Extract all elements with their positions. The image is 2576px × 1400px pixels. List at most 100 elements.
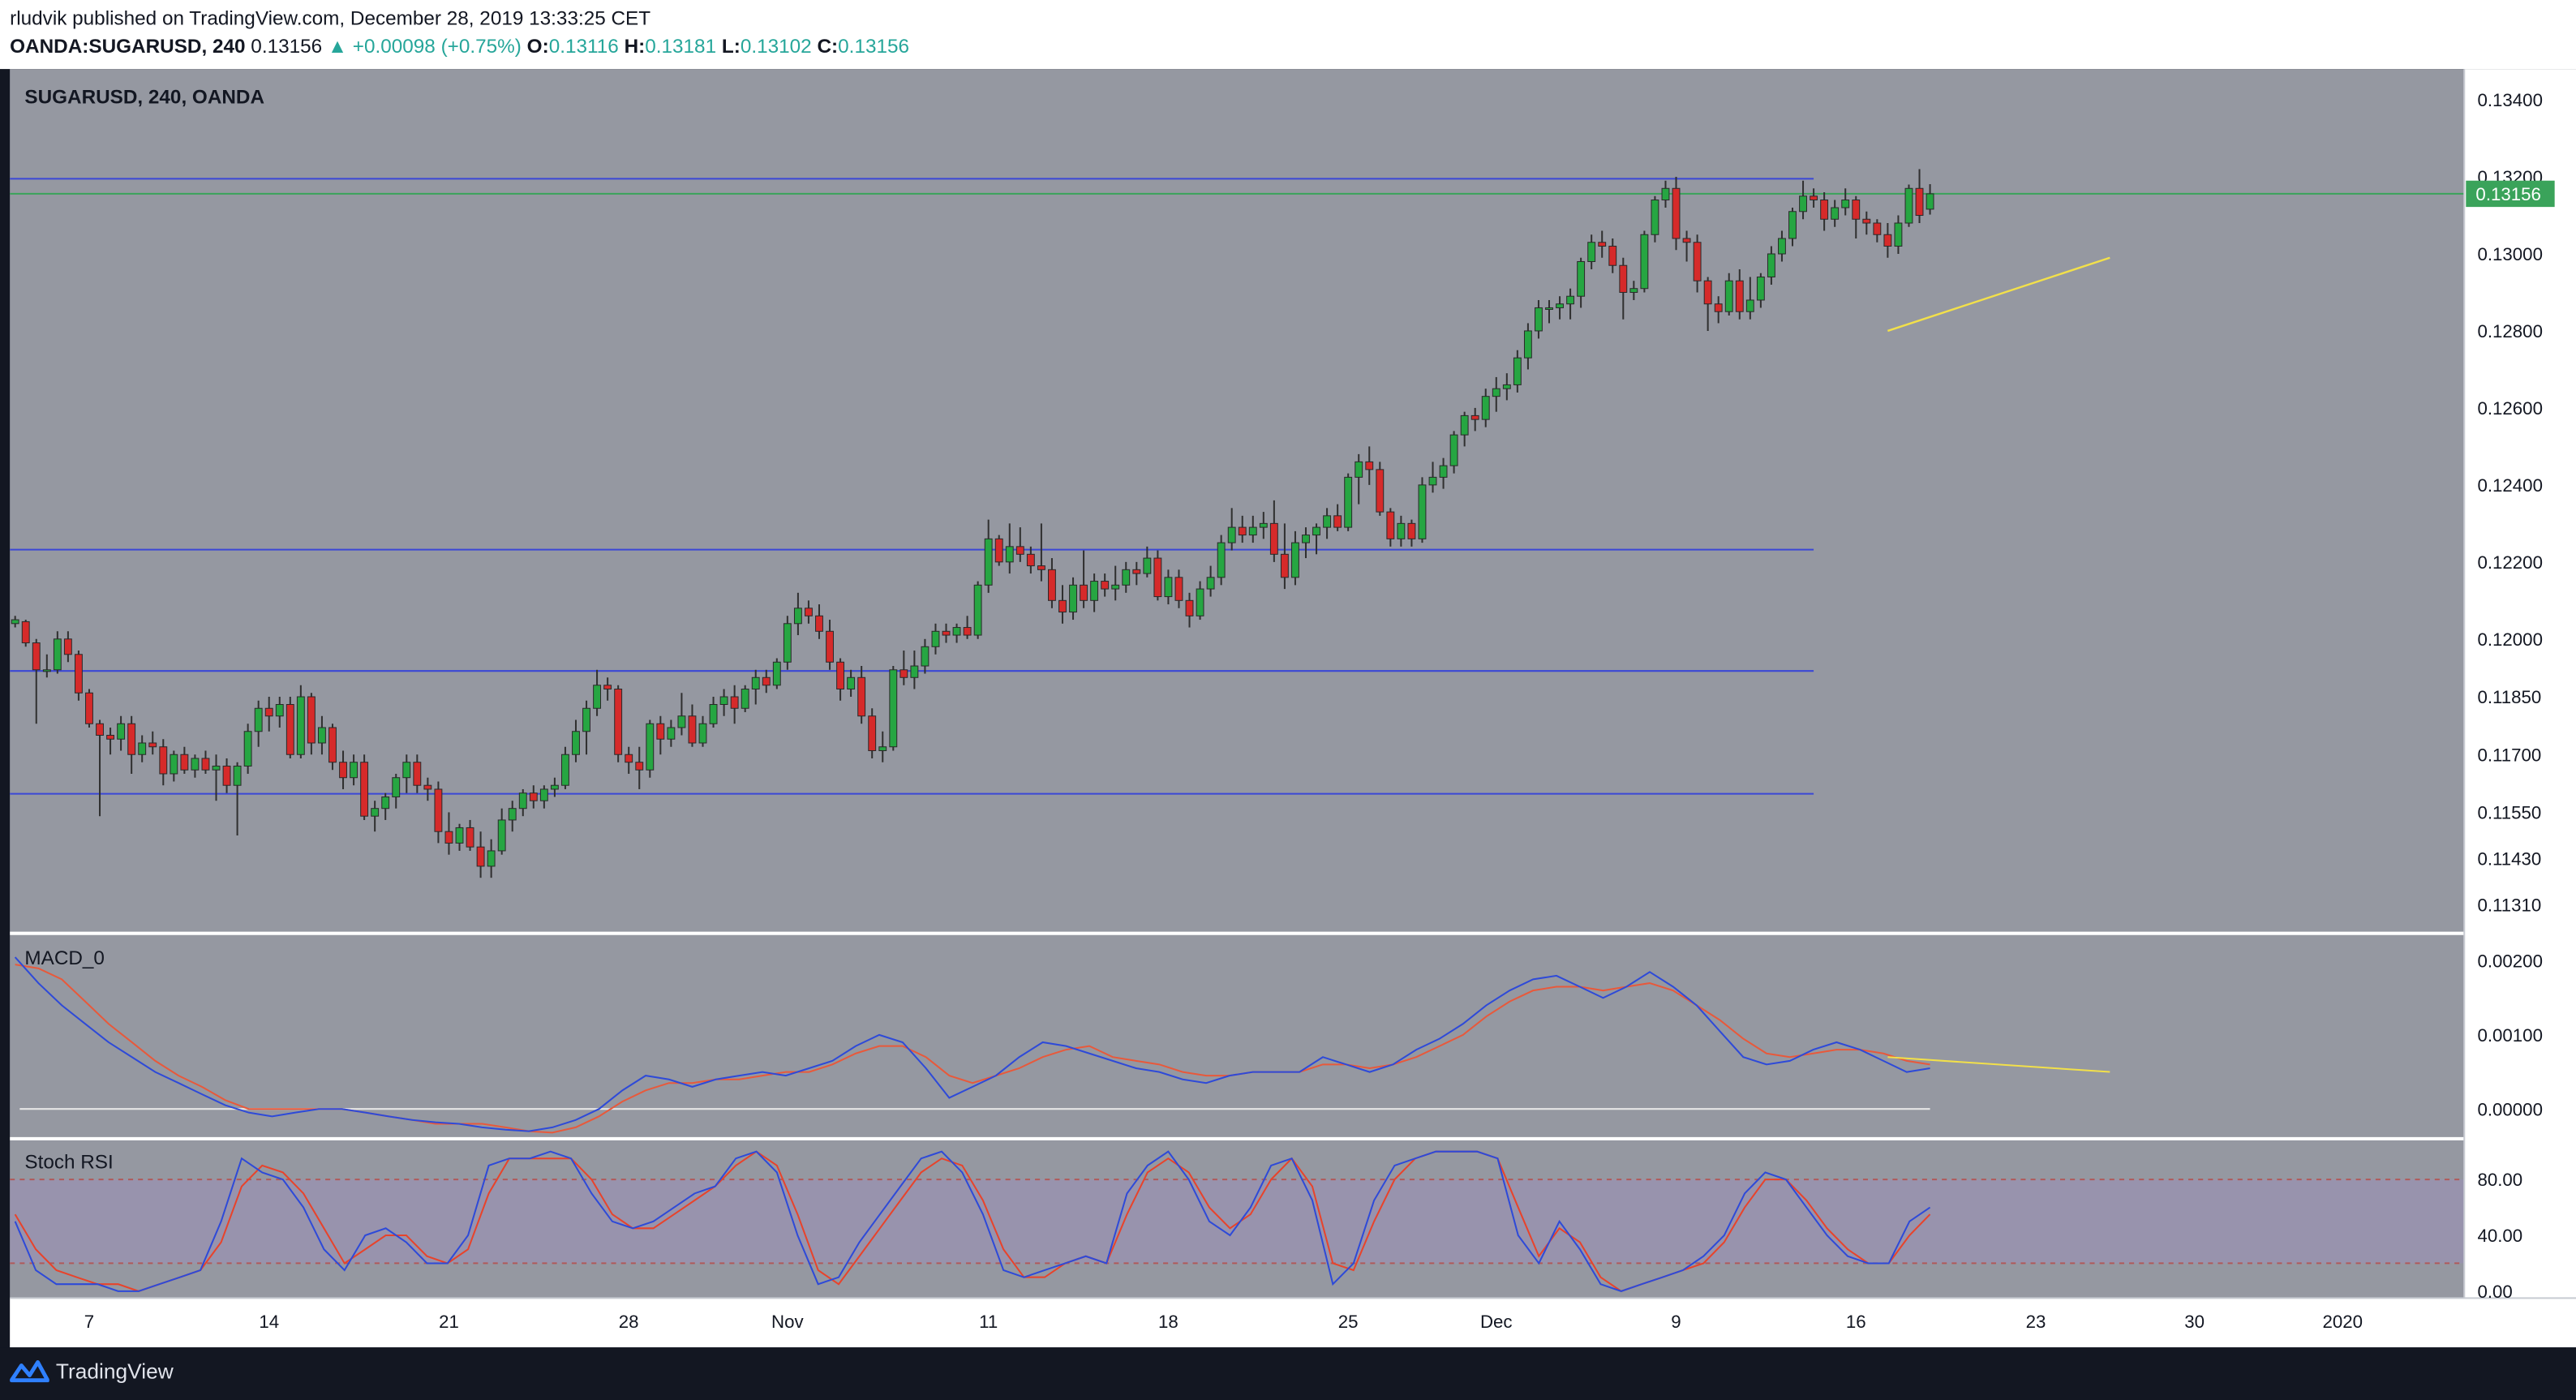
candle[interactable] xyxy=(614,689,623,755)
candle[interactable] xyxy=(719,696,728,706)
candle[interactable] xyxy=(170,754,178,775)
candle[interactable] xyxy=(603,685,612,690)
candle[interactable] xyxy=(889,669,898,748)
candle[interactable] xyxy=(148,742,157,748)
candle[interactable] xyxy=(21,621,30,644)
candle[interactable] xyxy=(1407,522,1416,539)
candle[interactable] xyxy=(826,630,834,663)
candle[interactable] xyxy=(1535,307,1543,332)
candle[interactable] xyxy=(730,696,739,709)
candle[interactable] xyxy=(254,707,263,732)
candle[interactable] xyxy=(1026,553,1035,567)
candle[interactable] xyxy=(1873,222,1882,235)
candle[interactable] xyxy=(159,746,168,775)
candle[interactable] xyxy=(296,696,305,755)
candle[interactable] xyxy=(1058,599,1067,613)
candle[interactable] xyxy=(117,723,126,740)
candle[interactable] xyxy=(1556,303,1564,308)
candle[interactable] xyxy=(371,808,380,817)
candle[interactable] xyxy=(973,584,982,636)
candle[interactable] xyxy=(233,765,242,786)
candle[interactable] xyxy=(994,538,1003,563)
candle[interactable] xyxy=(212,765,221,771)
candle[interactable] xyxy=(138,742,147,755)
candle[interactable] xyxy=(1735,280,1744,312)
candle[interactable] xyxy=(625,754,633,763)
candle[interactable] xyxy=(1778,238,1786,255)
candle[interactable] xyxy=(328,727,337,763)
candle[interactable] xyxy=(1090,581,1099,601)
candle[interactable] xyxy=(1831,207,1840,220)
candle[interactable] xyxy=(1756,276,1765,301)
candle[interactable] xyxy=(1894,222,1903,247)
candle[interactable] xyxy=(529,792,538,801)
candle[interactable] xyxy=(1852,200,1861,220)
candle[interactable] xyxy=(1587,242,1596,262)
candle[interactable] xyxy=(550,784,559,790)
candle[interactable] xyxy=(96,723,104,736)
candle[interactable] xyxy=(264,707,273,717)
candle[interactable] xyxy=(582,707,590,732)
candle[interactable] xyxy=(1174,577,1183,601)
candle[interactable] xyxy=(921,646,930,667)
candle[interactable] xyxy=(508,808,517,821)
candle[interactable] xyxy=(1333,515,1342,528)
candle[interactable] xyxy=(1523,330,1532,359)
candle[interactable] xyxy=(1492,388,1501,397)
candle[interactable] xyxy=(1577,260,1586,297)
candle[interactable] xyxy=(805,608,813,616)
candle[interactable] xyxy=(1344,476,1353,528)
candle[interactable] xyxy=(868,715,877,751)
candle[interactable] xyxy=(518,792,527,810)
candle[interactable] xyxy=(815,615,823,632)
candle[interactable] xyxy=(1206,577,1215,590)
candle[interactable] xyxy=(1566,295,1575,305)
candle[interactable] xyxy=(572,731,580,755)
candle[interactable] xyxy=(1365,461,1374,470)
candle[interactable] xyxy=(1470,414,1479,420)
candle[interactable] xyxy=(1862,218,1871,224)
candle[interactable] xyxy=(1745,299,1754,312)
candle[interactable] xyxy=(1302,535,1310,543)
candle[interactable] xyxy=(1238,526,1247,536)
candle[interactable] xyxy=(1269,522,1278,555)
candle[interactable] xyxy=(910,665,919,678)
candle[interactable] xyxy=(1820,200,1829,220)
candle[interactable] xyxy=(455,827,464,844)
candle[interactable] xyxy=(1502,384,1511,389)
candle[interactable] xyxy=(1481,396,1490,420)
candle[interactable] xyxy=(1015,546,1024,555)
candle[interactable] xyxy=(1651,200,1659,235)
candle[interactable] xyxy=(180,754,189,771)
candle[interactable] xyxy=(1926,193,1934,210)
candle[interactable] xyxy=(1767,253,1775,277)
candle[interactable] xyxy=(1439,465,1448,478)
candle[interactable] xyxy=(899,669,908,678)
candle[interactable] xyxy=(635,762,644,771)
candle[interactable] xyxy=(1672,187,1681,239)
candle[interactable] xyxy=(1248,526,1257,536)
candle[interactable] xyxy=(1355,461,1363,478)
candle[interactable] xyxy=(317,727,326,744)
candle[interactable] xyxy=(222,765,231,786)
candle[interactable] xyxy=(307,696,316,744)
candle[interactable] xyxy=(434,788,443,832)
candle[interactable] xyxy=(1259,522,1268,528)
candle[interactable] xyxy=(1005,546,1014,563)
candle[interactable] xyxy=(1714,303,1723,312)
candle[interactable] xyxy=(1810,195,1818,201)
candle[interactable] xyxy=(539,788,548,801)
candle[interactable] xyxy=(74,654,83,694)
candle[interactable] xyxy=(1153,557,1162,598)
candle[interactable] xyxy=(1629,288,1638,293)
candle[interactable] xyxy=(1608,245,1617,266)
candle[interactable] xyxy=(85,692,93,724)
candle[interactable] xyxy=(127,723,136,755)
macd-pane[interactable]: MACD_0 xyxy=(14,947,2110,1134)
candle[interactable] xyxy=(931,630,940,647)
candle[interactable] xyxy=(698,723,707,744)
candle[interactable] xyxy=(741,689,749,709)
candle[interactable] xyxy=(423,784,432,790)
candle[interactable] xyxy=(1291,542,1299,578)
candle[interactable] xyxy=(11,619,19,625)
